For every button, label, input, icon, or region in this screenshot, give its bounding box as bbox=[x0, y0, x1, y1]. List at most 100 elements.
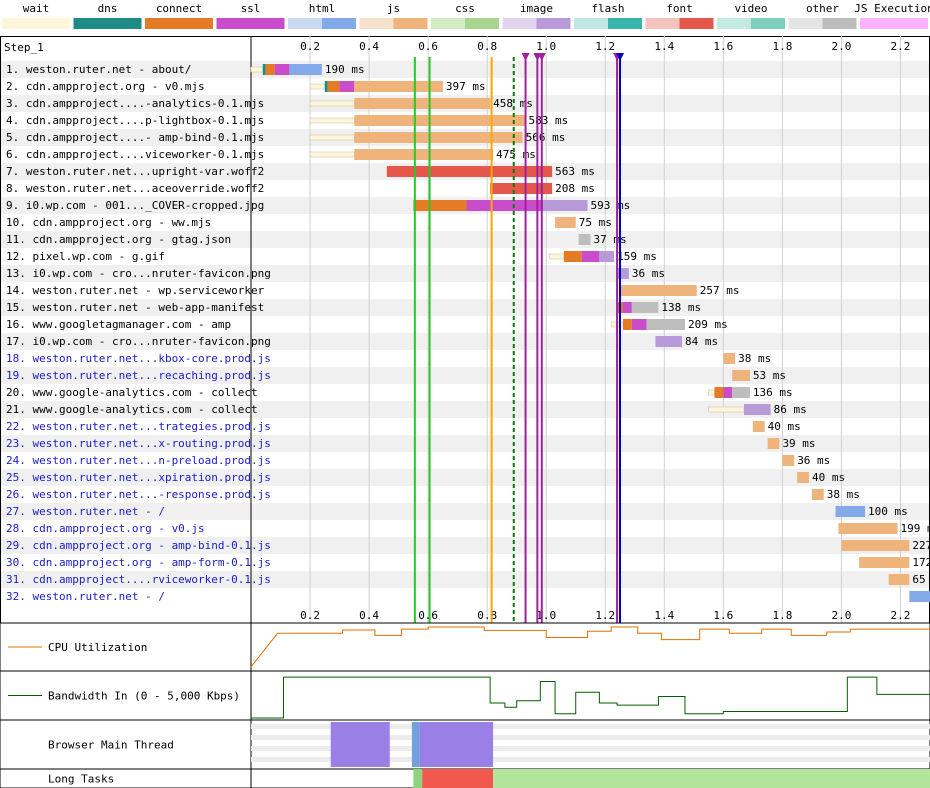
request-bar bbox=[309, 100, 355, 107]
request-duration: 593 ms bbox=[591, 199, 631, 212]
legend-label: wait bbox=[23, 2, 50, 15]
request-duration: 38 ms bbox=[738, 352, 771, 365]
legend-label: js bbox=[387, 2, 400, 15]
tick-label-bottom: 0.6 bbox=[418, 609, 438, 622]
tick-label-bottom: 0.4 bbox=[359, 609, 379, 622]
request-bar bbox=[250, 66, 264, 73]
legend-label: connect bbox=[156, 2, 202, 15]
legend-swatch bbox=[216, 18, 285, 29]
legend-swatch bbox=[431, 18, 499, 29]
request-label: 1. weston.ruter.net - about/ bbox=[6, 63, 191, 76]
request-label: 19. weston.ruter.net...recaching.prod.js bbox=[6, 369, 271, 382]
request-bar bbox=[354, 149, 494, 160]
request-label: 14. weston.ruter.net - wp.serviceworker bbox=[6, 284, 265, 297]
request-label: 6. cdn.ampproject....viceworker-0.1.mjs bbox=[6, 148, 264, 161]
request-bar bbox=[581, 251, 600, 262]
request-bar bbox=[354, 81, 443, 92]
tick-label-top: 2.2 bbox=[891, 40, 911, 53]
request-duration: 475 ms bbox=[496, 148, 536, 161]
thread-block bbox=[411, 722, 420, 767]
panel-label: Long Tasks bbox=[48, 773, 114, 786]
request-duration: 38 ms bbox=[827, 488, 860, 501]
request-label: 28. cdn.ampproject.org - v0.js bbox=[6, 522, 205, 535]
request-bar bbox=[835, 506, 866, 517]
request-bar bbox=[309, 117, 355, 124]
legend-swatch bbox=[717, 18, 785, 29]
request-duration: 172 ms bbox=[912, 556, 930, 569]
request-bar bbox=[646, 319, 685, 330]
thread-stripe bbox=[251, 757, 930, 762]
request-bar bbox=[309, 83, 326, 90]
request-label: 22. weston.ruter.net...trategies.prod.js bbox=[6, 420, 271, 433]
request-duration: 583 ms bbox=[529, 114, 569, 127]
tick-label-bottom: 1.6 bbox=[713, 609, 733, 622]
request-bar bbox=[548, 253, 565, 260]
request-bar bbox=[490, 183, 553, 194]
request-label: 3. cdn.ampproject....-analytics-0.1.mjs bbox=[6, 97, 264, 110]
cpu-series bbox=[250, 626, 930, 668]
legend-label: JS Execution bbox=[854, 2, 930, 15]
thread-block bbox=[419, 722, 494, 767]
request-bar bbox=[555, 217, 576, 228]
request-label: 20. www.google-analytics.com - collect bbox=[6, 386, 258, 399]
legend-label: html bbox=[309, 2, 336, 15]
request-duration: 190 ms bbox=[325, 63, 365, 76]
thread-block bbox=[330, 722, 390, 767]
request-duration: 36 ms bbox=[797, 454, 830, 467]
request-duration: 40 ms bbox=[812, 471, 845, 484]
row-background bbox=[0, 299, 930, 316]
legend-swatch bbox=[502, 18, 571, 29]
request-bar bbox=[888, 574, 910, 585]
panel-label: Bandwidth In (0 - 5,000 Kbps) bbox=[48, 690, 240, 703]
row-background bbox=[0, 537, 930, 554]
row-background bbox=[0, 265, 930, 282]
long-task-block bbox=[493, 769, 930, 788]
request-bar bbox=[327, 81, 340, 92]
request-bar bbox=[339, 81, 355, 92]
request-duration: 39 ms bbox=[782, 437, 815, 450]
request-bar bbox=[563, 251, 582, 262]
row-background bbox=[0, 333, 930, 350]
request-duration: 75 ms bbox=[579, 216, 612, 229]
tick-label-bottom: 0.2 bbox=[300, 609, 320, 622]
request-duration: 257 ms bbox=[700, 284, 740, 297]
thread-stripe bbox=[251, 746, 930, 751]
tick-label-top: 1.4 bbox=[654, 40, 674, 53]
request-bar bbox=[631, 319, 647, 330]
row-background bbox=[0, 401, 930, 418]
request-duration: 138 ms bbox=[661, 301, 701, 314]
legend-swatch bbox=[359, 18, 428, 29]
request-duration: 397 ms bbox=[446, 80, 486, 93]
request-label: 16. www.googletagmanager.com - amp bbox=[6, 318, 231, 331]
thread-stripe bbox=[251, 735, 930, 740]
request-bar bbox=[631, 302, 659, 313]
request-label: 4. cdn.ampproject....p-lightbox-0.1.mjs bbox=[6, 114, 264, 127]
request-bar bbox=[413, 200, 467, 211]
request-label: 29. cdn.ampproject.org - amp-bind-0.1.js bbox=[6, 539, 271, 552]
request-bar bbox=[838, 523, 898, 534]
tick-label-bottom: 0.8 bbox=[477, 609, 497, 622]
request-bar bbox=[841, 540, 910, 551]
tick-label-top: 1.2 bbox=[595, 40, 615, 53]
legend-swatch bbox=[860, 18, 928, 29]
chart-title: Step_1 bbox=[4, 41, 44, 54]
request-label: 2. cdn.ampproject.org - v0.mjs bbox=[6, 80, 205, 93]
request-bar bbox=[859, 557, 910, 568]
request-bar bbox=[354, 115, 526, 126]
request-bar bbox=[723, 353, 736, 364]
tick-label-top: 1.6 bbox=[713, 40, 733, 53]
request-bar bbox=[909, 591, 930, 602]
request-label: 11. cdn.ampproject.org - gtag.json bbox=[6, 233, 231, 246]
request-duration: 37 ms bbox=[594, 233, 627, 246]
tick-label-top: 0.4 bbox=[359, 40, 379, 53]
request-bar bbox=[708, 389, 715, 396]
row-background bbox=[0, 61, 930, 78]
bw-series bbox=[251, 676, 930, 719]
request-bar bbox=[655, 336, 683, 347]
tick-label-top: 0.6 bbox=[418, 40, 438, 53]
thread-stripe bbox=[251, 724, 930, 729]
request-bar bbox=[543, 200, 588, 211]
request-bar bbox=[708, 406, 745, 413]
row-background bbox=[0, 435, 930, 452]
legend-label: flash bbox=[591, 2, 624, 15]
